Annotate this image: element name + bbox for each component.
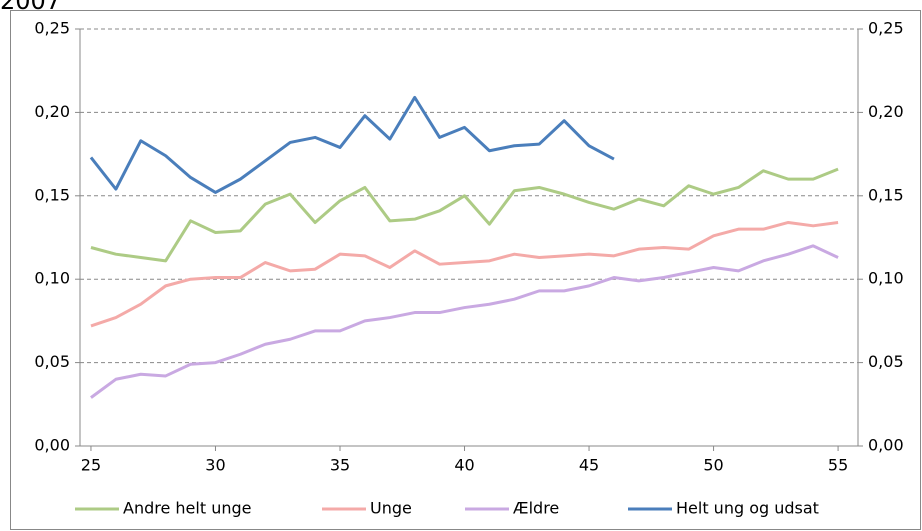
- y2-tick-label: 0,25: [868, 19, 904, 38]
- y2-tick-label: 0,20: [868, 102, 904, 121]
- legend-label: Unge: [370, 499, 412, 518]
- y-tick-label: 0,15: [34, 185, 70, 204]
- x-tick-label: 50: [703, 456, 723, 475]
- y-tick-label: 0,00: [34, 436, 70, 455]
- series-line: [90, 220, 839, 328]
- x-tick-label: 30: [205, 456, 225, 475]
- legend-label: Helt ung og udsat: [676, 499, 819, 518]
- x-tick-label: 40: [454, 456, 474, 475]
- series-line: [90, 244, 839, 399]
- x-tick-label: 35: [330, 456, 350, 475]
- chart-frame: [10, 10, 921, 530]
- y2-tick-label: 0,00: [868, 436, 904, 455]
- chart-title: 2007: [0, 0, 61, 15]
- x-tick-label: 25: [81, 456, 101, 475]
- y2-tick-label: 0,05: [868, 352, 904, 371]
- y-tick-label: 0,05: [34, 352, 70, 371]
- y2-tick-label: 0,10: [868, 269, 904, 288]
- y-tick-label: 0,10: [34, 269, 70, 288]
- legend-label: Andre helt unge: [123, 499, 251, 518]
- y2-tick-label: 0,15: [868, 185, 904, 204]
- y-tick-label: 0,25: [34, 19, 70, 38]
- legend-label: Ældre: [513, 499, 559, 518]
- series-line: [89, 95, 615, 194]
- series-line: [90, 167, 839, 263]
- y-tick-label: 0,20: [34, 102, 70, 121]
- x-tick-label: 55: [828, 456, 848, 475]
- x-tick-label: 45: [579, 456, 599, 475]
